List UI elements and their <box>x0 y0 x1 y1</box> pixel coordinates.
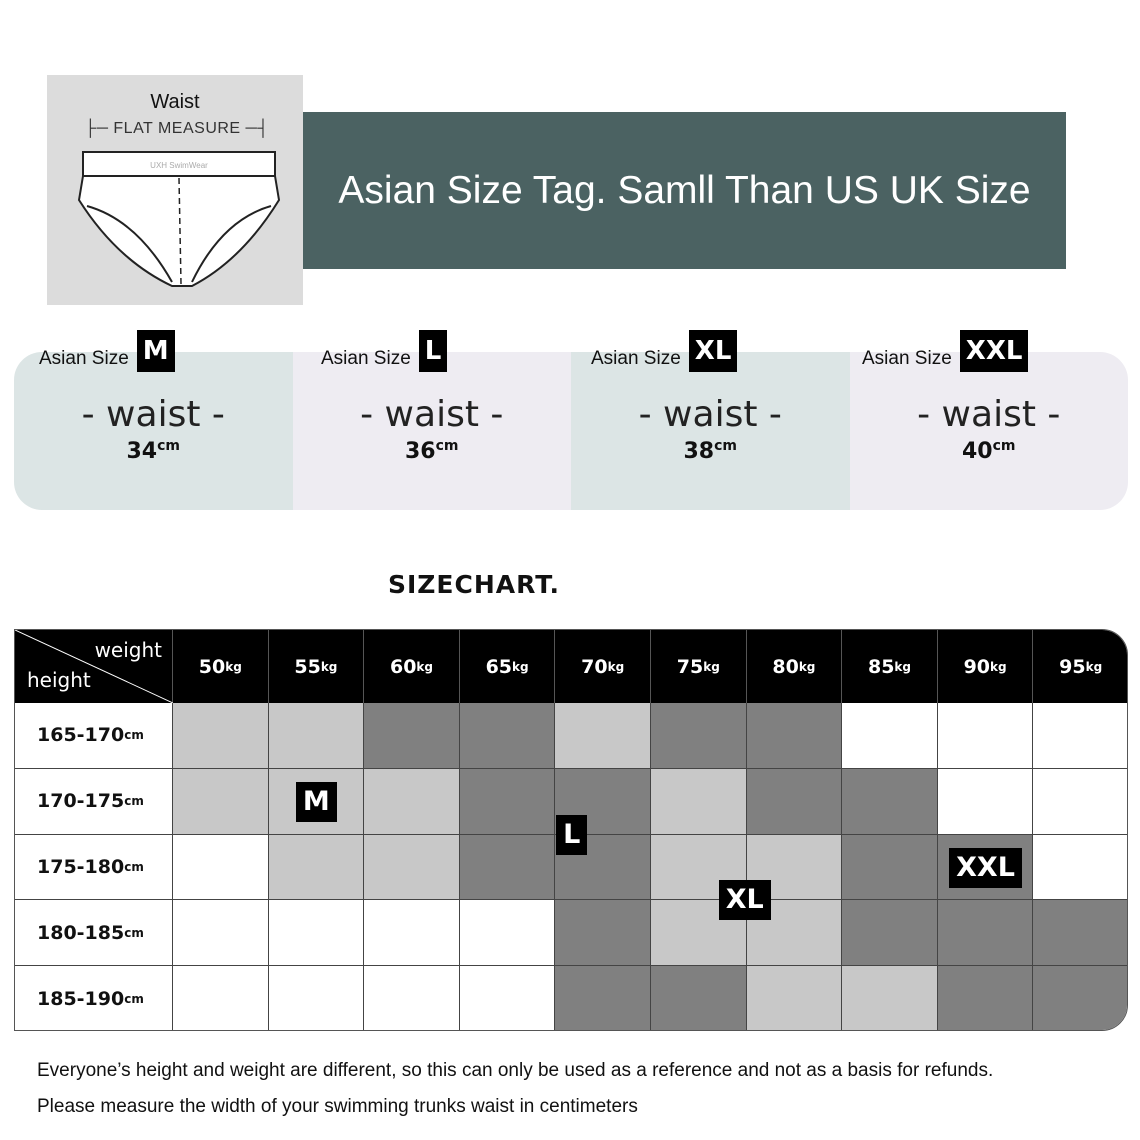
diagram-title: Waist <box>150 91 200 113</box>
size-badge-l: L <box>556 814 588 855</box>
size-cell <box>1033 900 1127 967</box>
waist-size-cards: - waist -34cm - waist -36cm - waist -38c… <box>14 352 1128 510</box>
size-cell <box>268 703 365 769</box>
size-cell <box>459 900 556 967</box>
size-cell <box>651 703 747 769</box>
size-cell <box>459 768 556 835</box>
size-badge-xxl: XXL <box>949 847 1022 888</box>
height-header: 170-175 cm <box>15 768 173 835</box>
size-cell <box>459 703 556 769</box>
size-cell <box>842 768 938 835</box>
size-cell <box>746 768 843 835</box>
size-cell <box>555 966 651 1030</box>
size-cell <box>459 834 556 901</box>
size-cell <box>555 900 651 967</box>
size-cell <box>937 966 1034 1030</box>
weight-header: 55 kg <box>268 630 365 703</box>
briefs-illustration-icon: UXH SwimWear <box>77 151 281 287</box>
weight-header: 95 kg <box>1033 630 1127 703</box>
measure-instruction-note: Please measure the width of your swimmin… <box>37 1096 638 1117</box>
size-cell <box>746 966 843 1030</box>
size-cell <box>842 703 938 769</box>
height-header: 165-170 cm <box>15 703 173 769</box>
size-cell <box>364 768 460 835</box>
size-card-xxl: - waist -40cm <box>849 352 1128 510</box>
size-cell <box>555 703 651 769</box>
size-cell <box>1033 834 1127 901</box>
size-cell <box>173 768 269 835</box>
weight-header: 60 kg <box>364 630 460 703</box>
size-cell <box>364 834 460 901</box>
size-card-xl: - waist -38cm <box>571 352 850 510</box>
size-tag-m: Asian Size M <box>39 330 175 372</box>
size-cell <box>651 966 747 1030</box>
size-card-m: - waist -34cm <box>14 352 293 510</box>
size-cell <box>937 703 1034 769</box>
size-cell <box>651 768 747 835</box>
size-tag-l: Asian Size L <box>321 330 448 372</box>
weight-header: 90 kg <box>937 630 1034 703</box>
size-cell <box>746 703 843 769</box>
size-cell <box>937 900 1034 967</box>
weight-header: 50 kg <box>173 630 269 703</box>
size-cell <box>1033 966 1127 1030</box>
flat-measure-label: ├─ FLAT MEASURE ─┤ <box>84 120 270 137</box>
size-cell <box>364 900 460 967</box>
size-cell <box>937 768 1034 835</box>
corner-header: weight height <box>15 630 173 703</box>
size-badge-m: M <box>295 781 337 822</box>
weight-header: 70 kg <box>555 630 651 703</box>
size-tag-xxl: Asian Size XXL <box>862 330 1029 372</box>
disclaimer-note: Everyone’s height and weight are differe… <box>37 1060 994 1081</box>
size-cell <box>842 966 938 1030</box>
size-notice-banner: Asian Size Tag. Samll Than US UK Size <box>303 112 1066 269</box>
size-cell <box>173 703 269 769</box>
weight-header: 75 kg <box>651 630 747 703</box>
size-cell <box>268 966 365 1030</box>
svg-text:UXH SwimWear: UXH SwimWear <box>150 161 208 170</box>
sizechart-title: SIZECHART. <box>388 570 561 599</box>
size-cell <box>842 834 938 901</box>
size-card-l: - waist -36cm <box>292 352 571 510</box>
size-cell <box>173 966 269 1030</box>
size-cell <box>173 900 269 967</box>
size-cell <box>268 900 365 967</box>
size-cell <box>268 834 365 901</box>
size-chart-grid: weight height 50 kg 55 kg 60 kg 65 kg 70 kg 75 kg 80… <box>14 629 1128 1031</box>
size-badge-xl: XL <box>718 880 771 921</box>
size-cell <box>842 900 938 967</box>
size-cell <box>459 966 556 1030</box>
height-header: 175-180 cm <box>15 834 173 901</box>
weight-header: 85 kg <box>842 630 938 703</box>
size-cell <box>1033 768 1127 835</box>
size-tag-xl: Asian Size XL <box>591 330 738 372</box>
height-header: 180-185 cm <box>15 900 173 967</box>
size-cell <box>173 834 269 901</box>
weight-header: 80 kg <box>746 630 843 703</box>
flat-measure-diagram: Waist ├─ FLAT MEASURE ─┤ UXH SwimWear <box>47 75 303 305</box>
size-cell <box>364 966 460 1030</box>
height-header: 185-190 cm <box>15 966 173 1030</box>
size-cell <box>1033 703 1127 769</box>
weight-header: 65 kg <box>459 630 556 703</box>
size-cell <box>364 703 460 769</box>
